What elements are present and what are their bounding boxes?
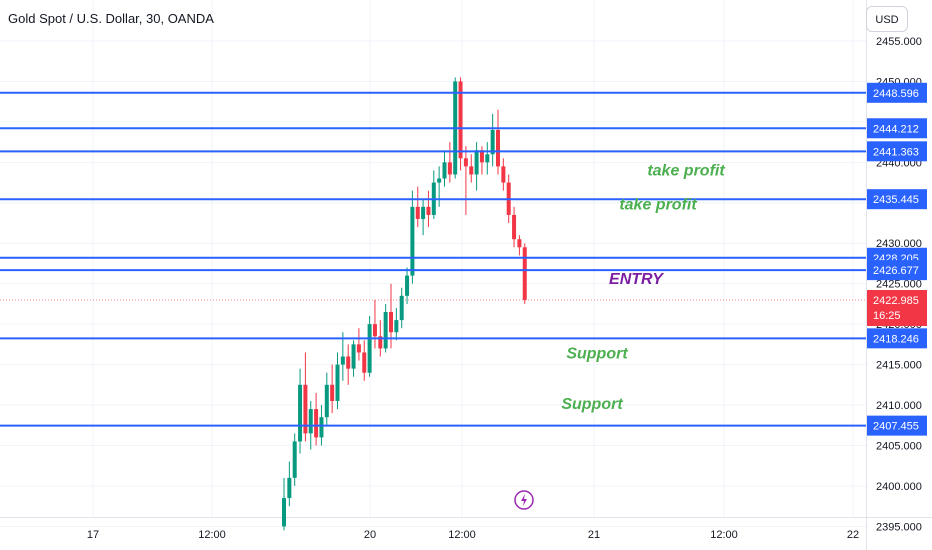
chart-annotation: Support <box>566 345 628 362</box>
level-label-box <box>867 141 927 162</box>
candle-body <box>356 344 361 353</box>
candle-body <box>410 206 415 276</box>
candle-body <box>474 150 479 175</box>
candle-body <box>378 336 383 349</box>
candle-body <box>522 247 527 300</box>
candle-body <box>485 154 490 163</box>
level-label: 2441.363 <box>873 146 919 158</box>
chart-title: Gold Spot / U.S. Dollar, 30, OANDA <box>8 11 214 26</box>
level-label: 2448.596 <box>873 88 919 100</box>
candle-body <box>426 206 431 215</box>
y-tick-label: 2410.000 <box>876 400 922 412</box>
candle-body <box>437 178 442 183</box>
lightning-icon-glyph <box>521 494 527 506</box>
level-label-box <box>867 260 927 281</box>
y-tick-label: 2405.000 <box>876 440 922 452</box>
candle-body <box>479 150 484 163</box>
chart-annotation: take profit <box>647 162 725 179</box>
candle-body <box>314 409 319 438</box>
candle-body <box>415 206 420 219</box>
candle-body <box>287 477 292 499</box>
candle-body <box>303 384 308 434</box>
level-label-box <box>867 189 927 210</box>
level-label: 2435.445 <box>873 194 919 206</box>
level-label: 2444.212 <box>873 123 919 135</box>
candle-body <box>389 312 393 333</box>
candle-body <box>394 320 399 333</box>
candle-body <box>458 81 463 159</box>
candle-body <box>351 344 356 369</box>
candle-body <box>501 166 506 183</box>
y-tick-label: 2425.000 <box>876 279 922 291</box>
y-tick-label: 2395.000 <box>876 521 922 533</box>
candle-body <box>346 356 351 369</box>
x-tick-label: 17 <box>87 529 99 541</box>
level-label: 2426.677 <box>873 265 919 277</box>
x-tick-label: 12:00 <box>710 529 738 541</box>
candle-body <box>405 275 410 296</box>
level-label: 2407.455 <box>873 421 919 433</box>
candle-body <box>340 356 345 365</box>
x-tick-label: 12:00 <box>448 529 476 541</box>
y-tick-label: 2455.000 <box>876 36 922 48</box>
candle-body <box>496 129 500 167</box>
candle-body <box>308 409 313 434</box>
candle-body <box>324 384 329 418</box>
candle-body <box>490 129 495 155</box>
candle-body <box>517 239 522 248</box>
currency-button[interactable]: USD <box>866 6 908 32</box>
candle-body <box>463 158 468 167</box>
level-label-box <box>867 82 927 103</box>
candle-body <box>447 162 452 175</box>
candle-body <box>512 214 517 240</box>
candle-body <box>442 162 447 179</box>
y-tick-label: 2430.000 <box>876 238 922 250</box>
candle-body <box>292 441 297 478</box>
x-tick-label: 20 <box>364 529 376 541</box>
y-tick-label: 2415.000 <box>876 360 922 372</box>
current-price-label: 2422.985 <box>873 295 919 307</box>
candle-body <box>282 498 286 527</box>
candle-body <box>298 384 303 442</box>
candle-body <box>421 206 426 219</box>
candle-body <box>319 417 324 438</box>
candle-body <box>383 312 388 349</box>
candle-body <box>367 324 372 373</box>
candle-body <box>330 384 335 401</box>
x-tick-label: 21 <box>588 529 600 541</box>
x-tick-label: 12:00 <box>198 529 226 541</box>
x-tick-label: 22 <box>847 529 859 541</box>
chart-annotation: ENTRY <box>609 271 664 288</box>
level-label: 2418.246 <box>873 333 919 345</box>
y-tick-label: 2400.000 <box>876 481 922 493</box>
candle-body <box>335 364 340 401</box>
level-label-box <box>867 118 927 139</box>
level-label-box <box>867 415 927 436</box>
candle-body <box>362 352 367 373</box>
chart-annotation: take profit <box>619 196 697 213</box>
level-label-box <box>867 328 927 349</box>
candle-body <box>372 324 377 337</box>
chart-annotation: Support <box>561 396 623 413</box>
current-price-box <box>867 289 927 326</box>
candle-body <box>399 295 404 321</box>
current-price-countdown: 16:25 <box>873 310 901 322</box>
candle-body <box>469 166 474 175</box>
